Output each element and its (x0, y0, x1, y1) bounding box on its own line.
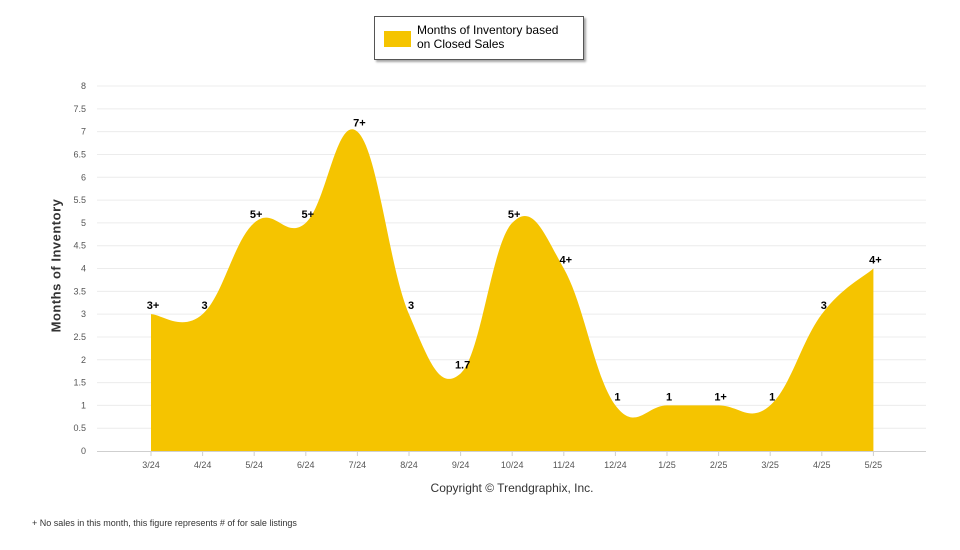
y-axis-title: Months of Inventory (48, 198, 64, 333)
x-tick-label: 9/24 (452, 460, 470, 470)
y-tick-label: 0 (81, 446, 86, 456)
data-label: 1.7 (455, 359, 470, 371)
data-labels: 3+ 3 5+ 5+ 7+ 3 1.7 5+ 4+ 1 1 1+ 1 3 4+ (147, 118, 882, 406)
copyright-text: Copyright © Trendgraphix, Inc. (430, 481, 594, 495)
y-tick-label: 6 (81, 172, 86, 182)
x-tick-label: 4/24 (194, 460, 212, 470)
data-label: 1 (666, 391, 672, 403)
y-tick-label: 8 (81, 81, 86, 91)
y-tick-label: 7 (81, 127, 86, 137)
y-tick-label: 5.5 (73, 195, 86, 205)
y-tick-label: 4.5 (73, 241, 86, 251)
x-tick-label: 5/25 (865, 460, 883, 470)
data-label: 3 (408, 300, 414, 312)
legend: Months of Inventory based on Closed Sale… (374, 16, 584, 60)
y-tick-label: 1 (81, 400, 86, 410)
data-label: 5+ (250, 209, 263, 221)
y-tick-label: 2 (81, 355, 86, 365)
x-tick-label: 5/24 (245, 460, 263, 470)
data-label: 4+ (560, 255, 573, 267)
x-tick-label: 8/24 (400, 460, 418, 470)
data-label: 3 (202, 300, 208, 312)
y-tick-label: 4 (81, 264, 86, 274)
data-label: 5+ (508, 209, 521, 221)
y-tick-label: 5 (81, 218, 86, 228)
y-tick-label: 0.5 (73, 423, 86, 433)
x-tick-label: 3/24 (142, 460, 160, 470)
axes: 0 0.5 1 1.5 2 2.5 3 3.5 4 4.5 5 5.5 6 6.5 7 7.5 8 3/24 4/2… (73, 81, 926, 470)
y-tick-label: 6.5 (73, 149, 86, 159)
x-tick-label: 7/24 (349, 460, 367, 470)
x-tick-label: 12/24 (604, 460, 627, 470)
y-tick-label: 2.5 (73, 332, 86, 342)
data-label: 1+ (714, 391, 727, 403)
series-area-path (151, 129, 874, 451)
data-label: 1 (614, 391, 620, 403)
x-tick-label: 10/24 (501, 460, 524, 470)
footnote: + No sales in this month, this figure re… (32, 518, 297, 528)
data-label: 3 (821, 300, 827, 312)
x-tick-label: 1/25 (658, 460, 676, 470)
legend-label-line2: on Closed Sales (417, 37, 505, 51)
data-label: 1 (769, 391, 775, 403)
y-tick-label: 3 (81, 309, 86, 319)
y-tick-label: 1.5 (73, 378, 86, 388)
data-label: 3+ (147, 300, 160, 312)
data-label: 4+ (869, 255, 882, 267)
x-tick-label: 3/25 (761, 460, 779, 470)
legend-label: Months of Inventory based on Closed Sale… (417, 23, 577, 51)
x-tick-label: 6/24 (297, 460, 315, 470)
data-label: 7+ (353, 118, 366, 130)
x-tick-label: 4/25 (813, 460, 831, 470)
legend-label-line1: Months of Inventory based (417, 23, 559, 37)
y-tick-label: 3.5 (73, 286, 86, 296)
series-area (151, 129, 874, 451)
x-tick-label: 11/24 (553, 460, 575, 470)
data-label: 5+ (302, 209, 315, 221)
x-tick-label: 2/25 (710, 460, 728, 470)
legend-swatch (384, 31, 411, 47)
y-tick-label: 7.5 (73, 104, 86, 114)
